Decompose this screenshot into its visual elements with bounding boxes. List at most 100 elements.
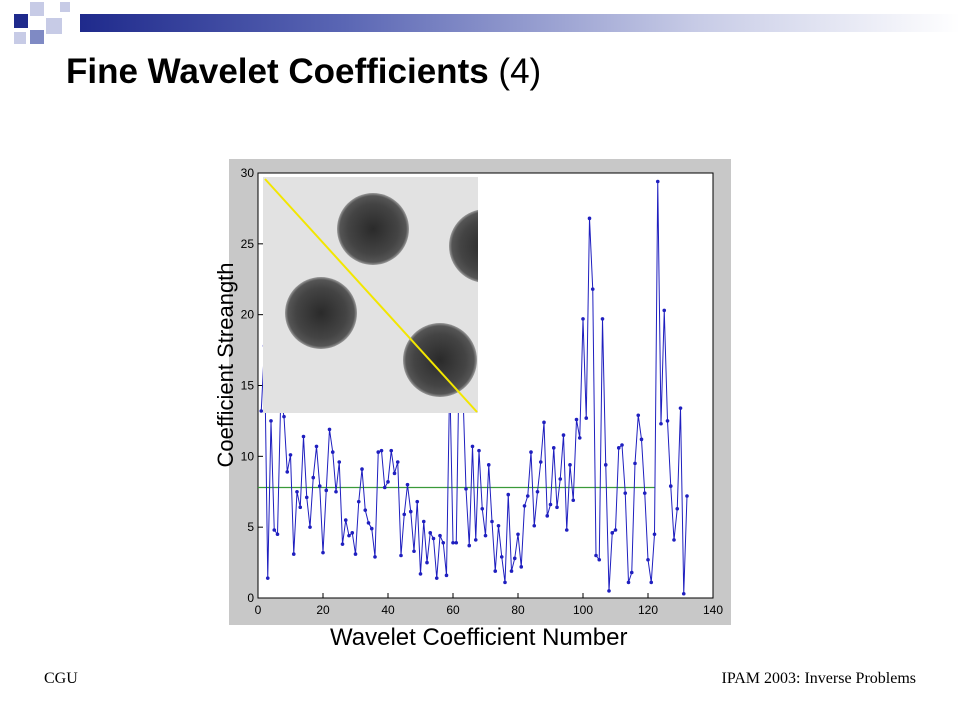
data-point (597, 557, 602, 562)
data-point (340, 542, 345, 546)
data-point (620, 443, 624, 447)
data-point (574, 417, 579, 422)
data-point (561, 433, 566, 437)
data-point (314, 444, 319, 449)
data-point (311, 475, 316, 480)
data-point (301, 434, 306, 439)
data-point (626, 580, 631, 585)
data-point (295, 489, 299, 494)
data-point (545, 514, 550, 518)
data-point (376, 450, 381, 454)
data-point (538, 460, 543, 464)
data-point (548, 502, 553, 507)
inset-disc (449, 209, 478, 283)
data-point (269, 419, 273, 423)
data-point (477, 448, 481, 453)
data-point (503, 580, 507, 585)
inset-diagonal-line (264, 178, 478, 413)
data-point (623, 491, 628, 495)
inset-disc (285, 277, 357, 349)
data-point (434, 576, 439, 580)
data-point (353, 552, 358, 556)
data-point (587, 216, 592, 221)
data-point (532, 523, 537, 528)
data-point (535, 489, 540, 494)
data-point (672, 538, 676, 542)
data-point (529, 450, 533, 454)
data-point (350, 531, 355, 535)
y-tick-label: 20 (241, 308, 255, 322)
data-point (675, 506, 680, 511)
y-tick-label: 5 (247, 520, 254, 534)
data-point (633, 461, 637, 466)
data-point (330, 450, 335, 454)
data-point (327, 427, 332, 432)
inset-disc (337, 193, 409, 265)
corner-square-light (30, 2, 44, 16)
x-tick-label: 0 (255, 603, 262, 617)
data-point (519, 565, 524, 569)
data-point (347, 533, 351, 538)
y-tick-label: 15 (241, 379, 255, 393)
data-point (451, 540, 455, 545)
data-point (558, 477, 563, 481)
data-point (685, 494, 689, 498)
x-axis-label: Wavelet Coefficient Number (330, 624, 628, 651)
x-tick-label: 140 (703, 603, 723, 617)
data-point (512, 556, 517, 561)
data-point (382, 485, 387, 490)
data-point (337, 460, 342, 464)
slide-title: Fine Wavelet Coefficients (4) (66, 52, 541, 92)
data-point (373, 555, 377, 559)
axis-ticks: 0 20 40 60 80 100 120 140 0 5 10 15 20 25 30 (241, 166, 724, 617)
x-tick-label: 100 (573, 603, 593, 617)
slide-title-suffix: (4) (498, 52, 542, 91)
data-point (321, 550, 325, 555)
data-point (379, 448, 384, 453)
data-point (360, 467, 364, 471)
inset-image (263, 177, 478, 413)
data-point (444, 573, 449, 578)
data-point (662, 308, 667, 313)
data-point (629, 570, 634, 575)
data-point (285, 470, 290, 474)
data-point (288, 453, 293, 457)
data-point (304, 495, 309, 500)
data-point (356, 499, 361, 504)
data-point (363, 508, 368, 512)
x-tick-label: 80 (511, 603, 525, 617)
data-point (408, 509, 413, 514)
data-point (577, 436, 582, 440)
data-point (509, 569, 514, 573)
corner-square-mid (30, 30, 44, 44)
y-tick-label: 10 (241, 449, 255, 463)
data-point (610, 531, 615, 535)
data-point (607, 589, 611, 593)
data-point (431, 536, 436, 541)
data-point (584, 416, 589, 420)
data-point (272, 528, 277, 532)
data-point (366, 521, 371, 525)
data-point (639, 437, 644, 442)
data-point (418, 572, 423, 576)
x-tick-label: 60 (446, 603, 460, 617)
data-point (421, 519, 426, 524)
y-tick-label: 30 (241, 166, 255, 180)
data-point (308, 525, 312, 529)
data-point (542, 420, 546, 425)
data-point (265, 576, 270, 580)
x-tick-label: 20 (316, 603, 330, 617)
data-point (665, 419, 670, 423)
data-point (636, 413, 641, 418)
data-point (594, 553, 598, 558)
data-point (506, 492, 511, 497)
x-tick-label: 40 (381, 603, 395, 617)
data-point (480, 506, 485, 511)
data-point (659, 421, 663, 426)
data-point (399, 553, 403, 558)
data-point (496, 523, 501, 528)
data-point (467, 543, 472, 548)
slide-title-main: Fine Wavelet Coefficients (66, 52, 489, 91)
footer-left: CGU (44, 670, 78, 687)
